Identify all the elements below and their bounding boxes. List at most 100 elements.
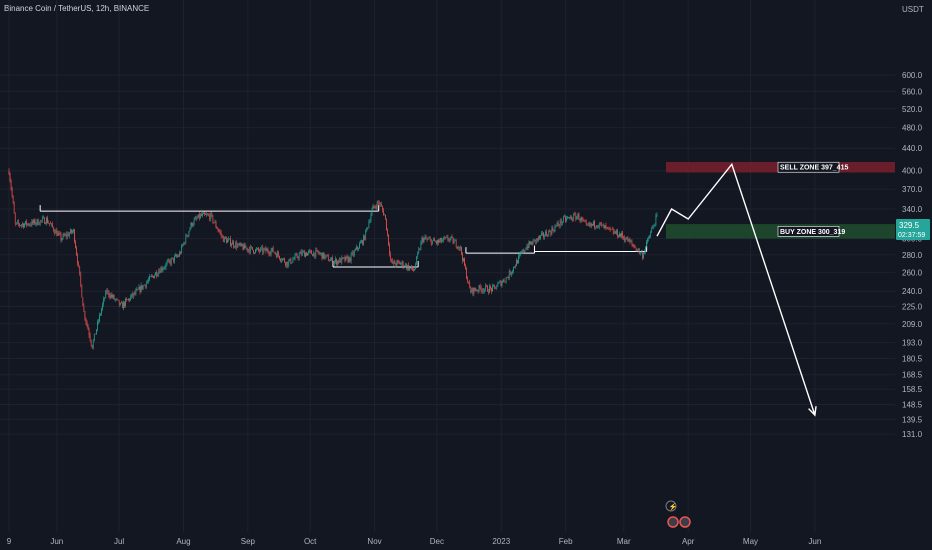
candle-body	[374, 207, 376, 208]
candle-body	[523, 249, 525, 252]
candle-body	[25, 221, 26, 224]
candle-body	[270, 250, 272, 255]
candle-body	[449, 238, 451, 241]
candle-body	[417, 253, 419, 257]
time-axis[interactable]: 9 Jun Jul Aug Sep Oct Nov Dec 2023 Feb Mar Apr May Ju…	[7, 537, 822, 546]
candle-body	[445, 237, 447, 238]
candle-body	[80, 273, 82, 285]
candle-body	[122, 303, 123, 309]
candle-body	[181, 245, 182, 254]
candle-body	[308, 251, 309, 253]
candle-body	[296, 254, 298, 258]
candle-body	[609, 227, 611, 230]
earnings-event-icon[interactable]	[667, 516, 679, 528]
candle-body	[474, 287, 476, 291]
zone-layer: SELL ZONE 397_415 BUY ZONE 300_319	[666, 161, 895, 239]
candle-body	[431, 240, 433, 245]
candle-body	[262, 247, 264, 253]
candle-body	[18, 221, 19, 225]
candle-body	[515, 266, 516, 267]
candle-body	[26, 221, 28, 225]
candle-body	[255, 249, 256, 253]
candle-body	[624, 237, 626, 241]
candle-body	[391, 259, 393, 261]
candle-body	[216, 227, 218, 229]
candle-body	[644, 251, 645, 254]
candle-body	[607, 227, 609, 228]
candle-body	[84, 311, 86, 319]
candle-body	[581, 217, 583, 220]
event-markers[interactable]: ⚡	[665, 500, 691, 528]
candle-body	[236, 242, 238, 248]
candle-body	[526, 246, 528, 250]
candle-body	[233, 241, 234, 247]
candle-body	[314, 252, 316, 257]
candle-body	[446, 236, 448, 238]
candle-body	[576, 216, 578, 220]
candle-body	[98, 321, 99, 322]
candle-body	[550, 231, 552, 235]
candle-body	[585, 222, 587, 224]
dividend-event-icon[interactable]	[679, 516, 691, 528]
candle-body	[561, 221, 563, 224]
bar-countdown: 02:37:59	[898, 232, 925, 239]
candle-body	[241, 243, 243, 247]
candle-body	[302, 251, 304, 252]
candle-body	[166, 261, 168, 264]
candle-body	[354, 249, 356, 251]
candle-body	[533, 239, 535, 241]
candle-body	[493, 285, 494, 287]
candle-body	[38, 224, 40, 226]
candle-body	[209, 215, 211, 220]
candle-body	[206, 214, 207, 216]
candle-body	[192, 224, 194, 226]
candle-body	[382, 206, 383, 210]
candle-body	[243, 244, 245, 250]
candle-body	[305, 253, 306, 257]
candle-body	[117, 299, 119, 301]
candle-body	[63, 234, 65, 236]
candle-body	[473, 287, 475, 294]
candle-body	[631, 241, 633, 244]
candle-body	[488, 291, 489, 293]
candle-body	[364, 235, 366, 240]
candle-body	[56, 230, 58, 236]
candle-body	[570, 216, 571, 218]
flash-event-icon[interactable]	[665, 500, 677, 512]
projection-path[interactable]	[656, 162, 816, 416]
candle-body	[102, 304, 103, 310]
candle-body	[22, 223, 23, 225]
candle-body	[642, 252, 643, 259]
price-tick-label: 340.0	[902, 205, 923, 214]
candle-body	[119, 302, 121, 306]
price-tick-label: 193.0	[902, 339, 923, 348]
candle-body	[504, 281, 506, 283]
candle-body	[613, 231, 615, 234]
candle-body	[153, 276, 154, 279]
candle-body	[360, 242, 361, 244]
candle-body	[76, 247, 77, 255]
candle-body	[189, 228, 191, 232]
candle-body	[168, 259, 170, 261]
candle-body	[73, 229, 74, 232]
candle-body	[494, 285, 496, 287]
candle-body	[428, 238, 430, 240]
candle-body	[124, 302, 125, 307]
candle-body	[487, 286, 488, 292]
candle-body	[342, 257, 344, 258]
candle-body	[611, 229, 613, 230]
candle-body	[128, 298, 129, 300]
candle-body	[348, 257, 350, 263]
candle-body	[157, 274, 159, 276]
price-tick-label: 225.0	[902, 302, 923, 311]
candle-body	[114, 299, 116, 300]
candle-body	[404, 264, 406, 267]
candle-body	[350, 253, 352, 262]
candle-body	[460, 247, 461, 249]
candle-body	[276, 252, 278, 258]
candle-body	[643, 253, 644, 259]
candle-body	[586, 223, 588, 225]
candle-body	[88, 329, 90, 336]
candle-body	[418, 249, 420, 254]
